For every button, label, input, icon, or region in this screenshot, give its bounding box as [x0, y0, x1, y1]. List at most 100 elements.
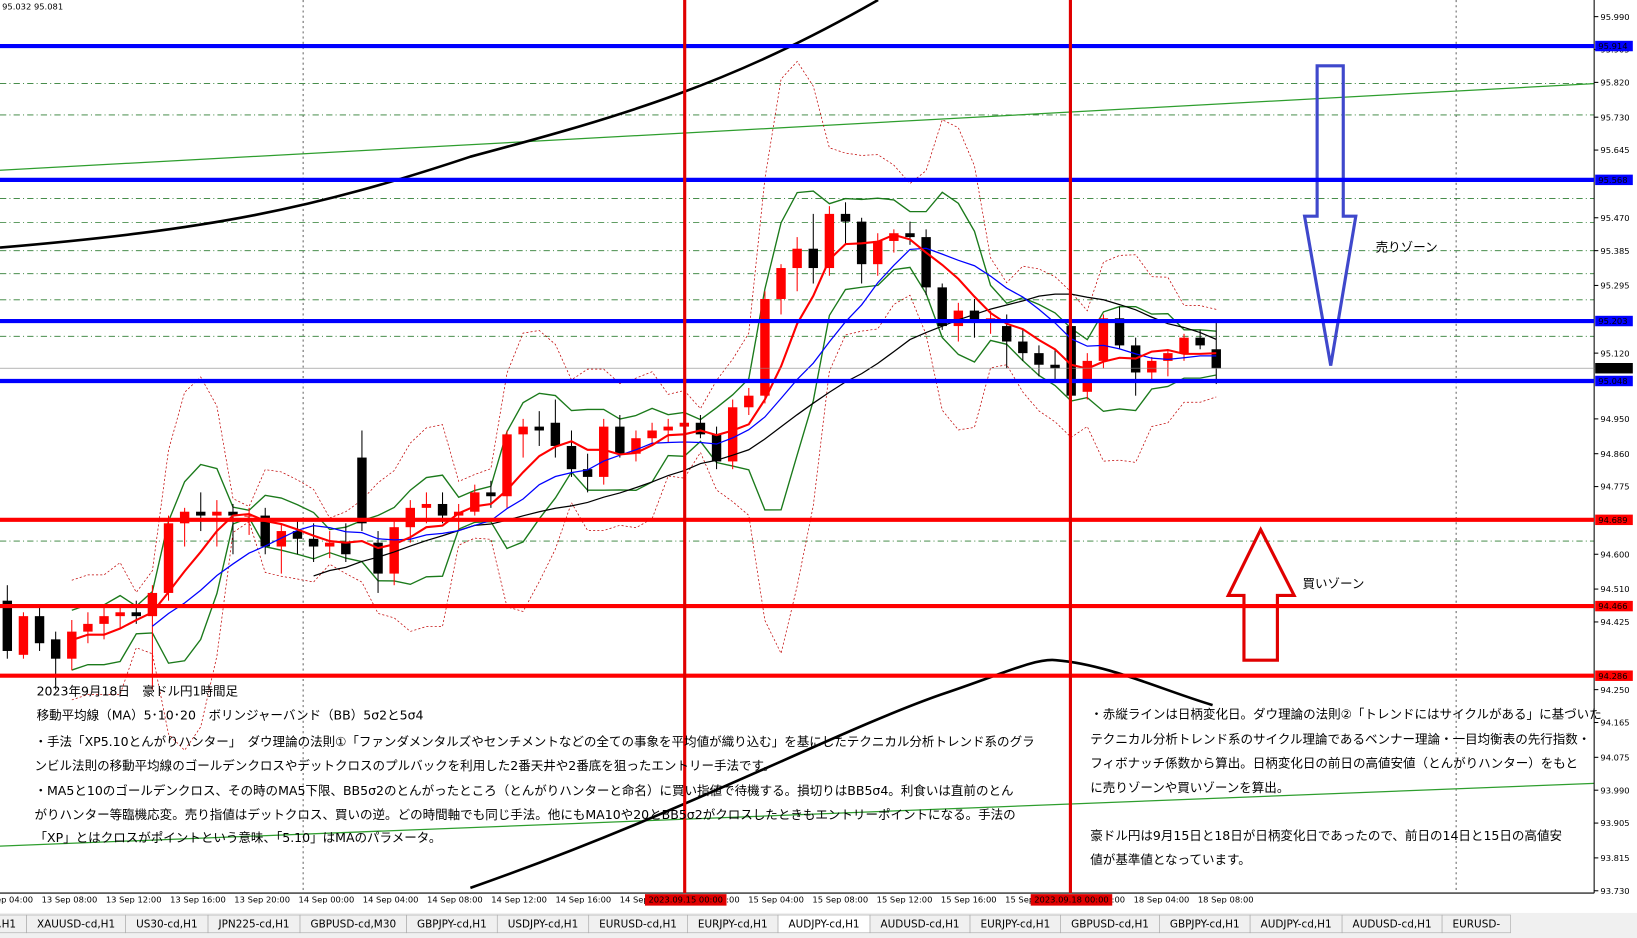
y-tick-label: 94.165 — [1600, 718, 1629, 728]
level-label-bg — [1595, 600, 1633, 612]
note-left: 移動平均線（MA）5･10･20 ボリンジャーバンド（BB）5σ2と5σ4 — [37, 708, 424, 723]
tab-label: US30-cd,H1 — [136, 919, 198, 931]
decorations — [0, 0, 1595, 894]
tab-label: XAUUSD-cd,H1 — [37, 919, 115, 931]
level-label: 94.466 — [1598, 601, 1627, 611]
tab[interactable]: US30-cd,H1 — [125, 914, 209, 934]
y-tick-label: 95.645 — [1600, 145, 1629, 155]
y-tick-label: 95.470 — [1600, 213, 1629, 223]
candle-body — [437, 503, 448, 516]
candle-body — [824, 213, 835, 269]
candle-body — [341, 542, 351, 555]
candle-body — [99, 616, 109, 624]
event-label: 2023.09.15 00:00 — [648, 894, 723, 904]
y-tick-label: 93.905 — [1600, 818, 1629, 828]
tab[interactable]: USDJPY-cd,H1 — [496, 914, 590, 934]
candle-body — [18, 616, 29, 655]
x-tick-label: 14 Sep 12:00 — [491, 894, 547, 904]
candle-body — [389, 527, 399, 574]
bb-lower-4 — [71, 294, 1217, 751]
note-right: テクニカル分析トレンド系のサイクル理論であるベンナー理論・一目均衡表の先行指数・ — [1090, 732, 1590, 747]
tab[interactable]: GBPUSD-cd,H1 — [1060, 914, 1160, 934]
tab[interactable]: AUDUSD-cd,H1 — [1341, 914, 1443, 934]
tab-label: GBPUSD-cd,H1 — [1071, 919, 1149, 931]
candle-body — [1195, 337, 1205, 346]
tab-label: EURJPY-cd,H1 — [980, 919, 1050, 931]
y-tick-label: 93.990 — [1600, 785, 1629, 795]
note-right: に売りゾーンや買いゾーンを算出。 — [1090, 780, 1289, 795]
tab[interactable]: GBPJPY-cd,H1 — [1159, 914, 1251, 934]
note-left: ンビル法則の移動平均線のゴールデンクロスやデットクロスのプルバックを利用した2番… — [34, 758, 775, 773]
tab[interactable]: AUDJPY-cd,H1 — [1249, 914, 1343, 934]
x-tick-label: 15 Sep 04:00 — [748, 894, 804, 904]
tab[interactable]: AUDUSD-cd,H1 — [869, 914, 971, 934]
candle-body — [1050, 364, 1060, 369]
candle-body — [937, 287, 947, 327]
candle-body — [67, 631, 77, 659]
candle-body — [34, 616, 45, 644]
note-left: ・手法「XP5.10とんがりハンター」 ダウ理論の法則①「ファンダメンタルズやセ… — [34, 734, 1034, 749]
x-tick-label: 18 Sep 08:00 — [1198, 894, 1254, 904]
candle-body — [260, 515, 270, 547]
y-tick-label: 95.820 — [1600, 78, 1629, 88]
candle-body — [969, 310, 980, 323]
fibo-lines — [0, 83, 1595, 542]
y-tick-label: 95.730 — [1600, 112, 1629, 122]
note-left: がりハンター等臨機応変。売り指値はデットクロス、買いの逆。どの時間軸でも同じ手法… — [34, 807, 1015, 822]
candle-body — [1179, 337, 1189, 354]
candle-body — [1114, 318, 1125, 346]
candle-body — [727, 407, 738, 462]
candle-body — [276, 531, 287, 547]
y-tick-label: 93.730 — [1600, 886, 1629, 896]
level-label: 95.048 — [1598, 376, 1627, 386]
note-right: フィボナッチ係数から算出。日柄変化日の前日の高値安値（とんがりハンター）をもと — [1090, 756, 1578, 771]
tab[interactable]: EURUSD- — [1441, 914, 1511, 934]
tab[interactable]: GBPUSD-cd,M30 — [299, 914, 407, 934]
price-header: 95.032 95.081 — [2, 1, 63, 11]
candle-body — [534, 426, 544, 431]
candle-body — [486, 492, 496, 497]
x-tick-label: 13 Sep 08:00 — [42, 894, 98, 904]
tab[interactable]: d,H1 — [0, 914, 27, 934]
level-label-bg — [1595, 40, 1633, 52]
y-tick-label: 94.425 — [1600, 617, 1629, 627]
tab[interactable]: JPN225-cd,H1 — [207, 914, 301, 934]
note-left: 2023年9月18日 豪ドル円1時間足 — [37, 684, 239, 699]
tab-bg — [1441, 914, 1511, 934]
candle-body — [566, 445, 577, 470]
level-label-bg — [1595, 315, 1633, 327]
candle-body — [631, 438, 641, 454]
tab[interactable]: EURJPY-cd,H1 — [969, 914, 1062, 934]
candle-body — [663, 426, 673, 431]
candle-body — [405, 507, 415, 528]
tab-label: GBPUSD-cd,M30 — [310, 919, 396, 931]
tab[interactable]: GBPJPY-cd,H1 — [406, 914, 498, 934]
candle-body — [889, 233, 899, 241]
tab[interactable]: EURJPY-cd,H1 — [687, 914, 779, 934]
candle-body — [921, 237, 931, 288]
candle-body — [228, 511, 238, 516]
level-label: 95.568 — [1598, 175, 1627, 185]
candle-body — [905, 233, 915, 238]
current-price-bg — [1595, 362, 1633, 374]
y-tick-label: 95.295 — [1600, 281, 1629, 291]
candle-body — [1211, 349, 1221, 369]
candle-body — [1147, 360, 1157, 373]
tab-label: USDJPY-cd,H1 — [508, 919, 579, 931]
candle-body — [421, 503, 432, 508]
tab[interactable]: EURUSD-cd,H1 — [588, 914, 688, 934]
candle-body — [518, 426, 528, 435]
candle-body — [324, 542, 335, 547]
tab[interactable]: AUDJPY-cd,H1 — [777, 914, 871, 934]
x-tick-label: 18 Sep 04:00 — [1134, 894, 1190, 904]
tab[interactable]: XAUUSD-cd,H1 — [26, 914, 126, 934]
candle-body — [131, 612, 141, 617]
candle-body — [179, 511, 190, 524]
note-right: 値が基準値となっています。 — [1090, 852, 1251, 867]
x-tick-label: 14 Sep 16:00 — [555, 894, 611, 904]
tab-label: GBPJPY-cd,H1 — [1170, 919, 1240, 931]
candle-body — [695, 422, 706, 435]
level-label: 94.286 — [1598, 671, 1627, 681]
